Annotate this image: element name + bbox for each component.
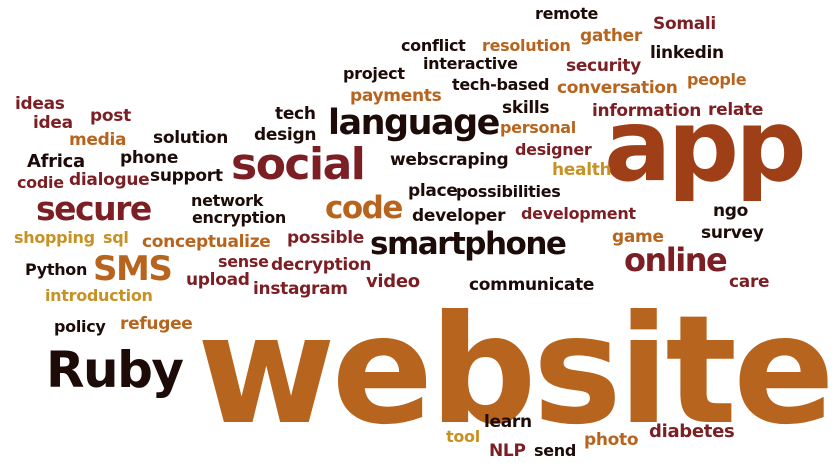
word-place: place xyxy=(408,181,458,201)
word-video: video xyxy=(366,271,420,292)
word-security: security xyxy=(566,56,641,76)
word-relate: relate xyxy=(708,100,764,120)
word-remote: remote xyxy=(535,4,599,23)
word-website: website xyxy=(197,284,835,458)
word-sense: sense xyxy=(218,252,269,271)
word-personal: personal xyxy=(500,118,576,137)
word-diabetes: diabetes xyxy=(649,421,735,442)
word-tool: tool xyxy=(446,427,480,446)
word-app: app xyxy=(604,87,807,204)
word-ngo: ngo xyxy=(713,201,749,221)
word-refugee: refugee xyxy=(120,314,193,334)
word-africa: Africa xyxy=(27,151,85,172)
word-interactive: interactive xyxy=(423,54,518,73)
word-payments: payments xyxy=(350,86,442,106)
word-conflict: conflict xyxy=(401,36,466,55)
word-sql: sql xyxy=(103,228,129,247)
word-game: game xyxy=(612,227,664,247)
word-linkedin: linkedin xyxy=(650,43,724,63)
word-webscraping: webscraping xyxy=(390,150,509,170)
word-ruby: Ruby xyxy=(46,341,184,399)
word-code: code xyxy=(325,190,403,226)
word-codie: codie xyxy=(17,173,64,192)
word-people: people xyxy=(687,70,747,89)
word-tech-based: tech-based xyxy=(452,75,550,94)
word-somali: Somali xyxy=(653,14,716,34)
word-health: health xyxy=(552,160,612,180)
word-possible: possible xyxy=(287,228,365,248)
word-decryption: decryption xyxy=(271,255,372,275)
word-introduction: introduction xyxy=(45,286,153,305)
word-post: post xyxy=(90,106,131,126)
word-python: Python xyxy=(25,260,88,279)
word-tech: tech xyxy=(275,104,316,124)
word-ideas: ideas xyxy=(15,94,65,114)
word-support: support xyxy=(150,166,223,186)
word-social: social xyxy=(231,139,366,190)
word-gather: gather xyxy=(580,26,642,46)
word-survey: survey xyxy=(701,223,764,243)
word-instagram: instagram xyxy=(253,279,348,299)
word-language: language xyxy=(328,103,500,143)
word-information: information xyxy=(592,101,702,121)
word-shopping: shopping xyxy=(14,228,95,247)
word-media: media xyxy=(69,130,127,150)
word-designer: designer xyxy=(515,140,592,159)
word-send: send xyxy=(534,441,577,460)
word-phone: phone xyxy=(120,148,179,168)
word-nlp: NLP xyxy=(489,441,526,461)
word-project: project xyxy=(343,64,405,83)
word-development: development xyxy=(521,204,636,223)
word-smartphone: smartphone xyxy=(370,226,567,262)
word-dialogue: dialogue xyxy=(69,170,150,190)
word-possibilities: possibilities xyxy=(456,182,561,201)
word-upload: upload xyxy=(186,270,250,290)
word-sms: SMS xyxy=(93,249,173,289)
word-idea: idea xyxy=(33,113,73,133)
word-online: online xyxy=(624,241,728,279)
word-skills: skills xyxy=(502,98,550,118)
word-photo: photo xyxy=(584,430,639,450)
word-secure: secure xyxy=(36,189,152,228)
word-encryption: encryption xyxy=(192,208,287,227)
word-resolution: resolution xyxy=(482,36,571,55)
word-solution: solution xyxy=(153,128,229,148)
word-conceptualize: conceptualize xyxy=(142,232,271,252)
word-developer: developer xyxy=(412,206,506,226)
word-design: design xyxy=(254,125,317,145)
word-communicate: communicate xyxy=(469,275,595,295)
word-policy: policy xyxy=(54,317,106,336)
word-network: network xyxy=(191,191,264,210)
word-learn: learn xyxy=(484,412,532,432)
word-conversation: conversation xyxy=(557,78,678,98)
word-care: care xyxy=(729,272,770,292)
